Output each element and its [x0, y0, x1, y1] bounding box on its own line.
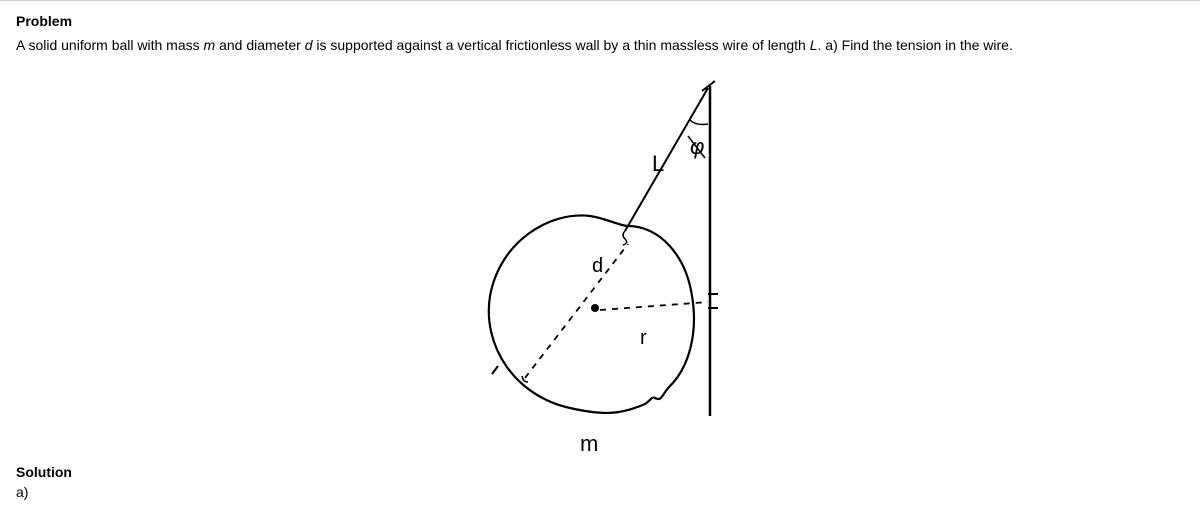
label-m: m — [580, 431, 598, 456]
radius-line — [600, 302, 708, 310]
solution-heading: Solution — [16, 464, 1184, 480]
ball-circle — [489, 215, 694, 412]
ball-tick — [492, 366, 498, 374]
wire-line — [625, 88, 708, 231]
text-part: is supported against a vertical friction… — [313, 37, 810, 53]
label-r: r — [640, 327, 647, 349]
wire-attach-squiggle — [623, 231, 627, 245]
diagram-container: L φ d r m — [16, 76, 1184, 456]
problem-heading: Problem — [16, 13, 1184, 29]
wall-tick — [702, 81, 715, 91]
text-part: and diameter — [215, 37, 305, 53]
solution-part-label: a) — [16, 484, 1184, 500]
angle-arc — [690, 120, 708, 125]
diameter-line — [525, 244, 628, 378]
text-part: . a) Find the tension in the wire. — [818, 37, 1013, 53]
variable-d: d — [305, 37, 313, 53]
label-d: d — [592, 255, 603, 277]
variable-L: L — [810, 37, 818, 53]
variable-m: m — [204, 37, 216, 53]
physics-diagram: L φ d r m — [430, 76, 770, 456]
text-part: A solid uniform ball with mass — [16, 37, 204, 53]
solution-block: Solution a) — [16, 464, 1184, 500]
label-L: L — [652, 151, 664, 176]
problem-statement: A solid uniform ball with mass m and dia… — [16, 35, 1184, 56]
center-dot — [591, 304, 599, 312]
